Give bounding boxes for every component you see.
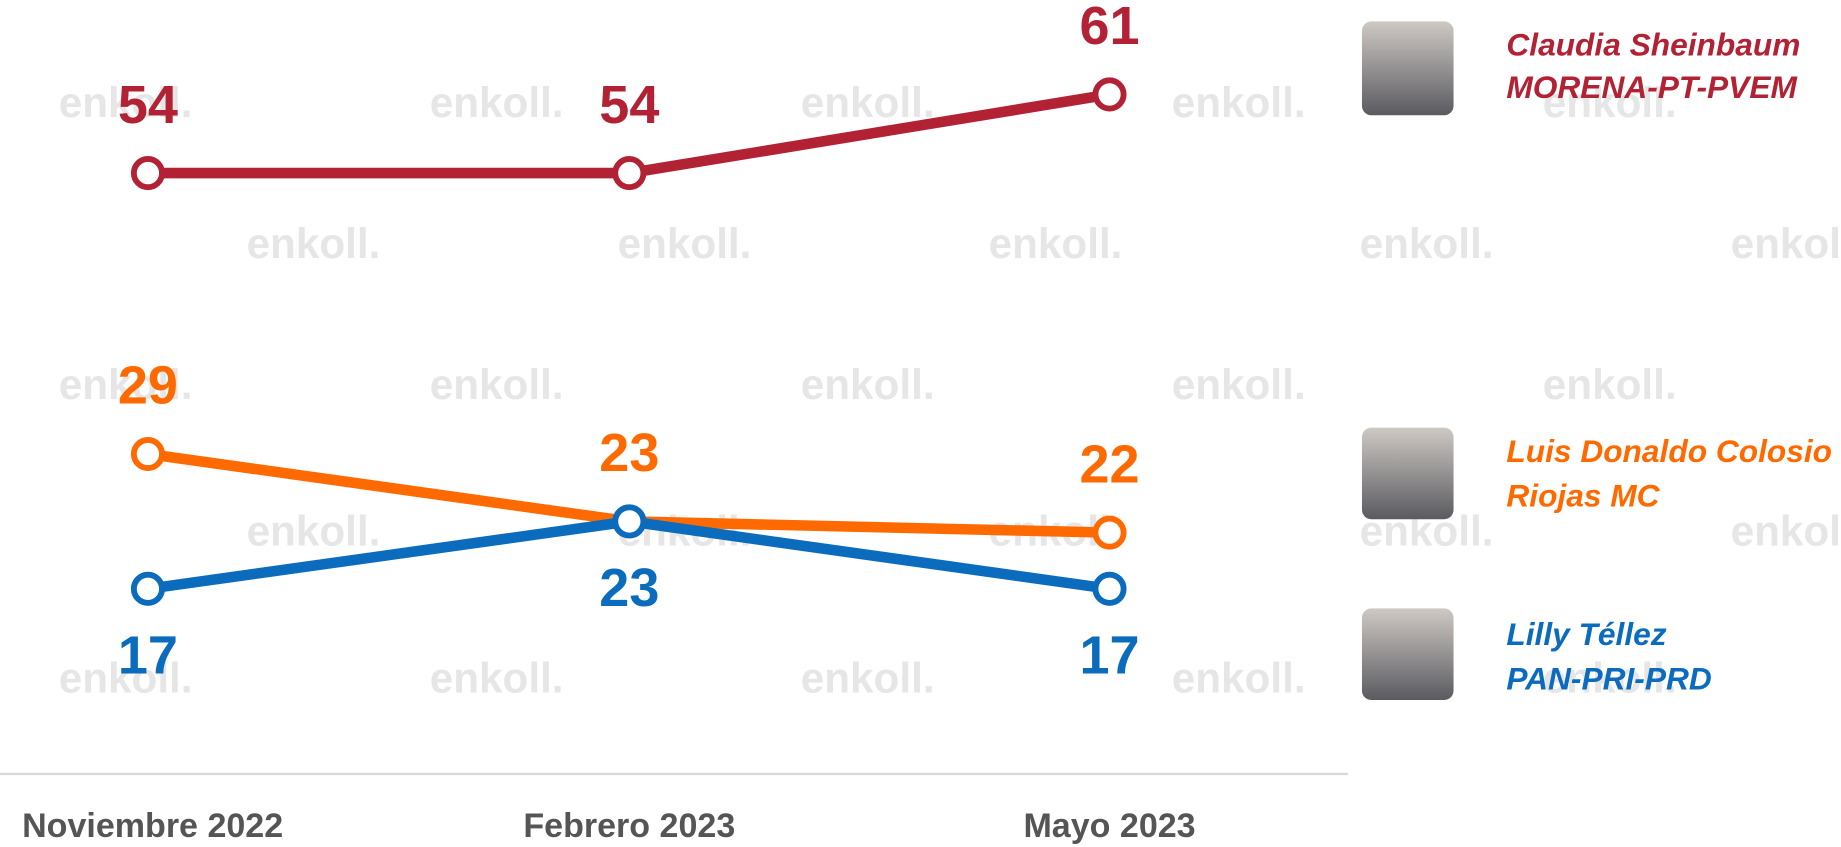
watermark: enkoll. — [989, 220, 1123, 267]
watermark: enkoll. — [247, 508, 381, 555]
data-label: 23 — [599, 558, 659, 618]
legend-label: Luis Donaldo Colosio — [1506, 433, 1832, 469]
point — [612, 156, 647, 191]
watermark: enkoll. — [430, 361, 564, 408]
data-label: 22 — [1079, 434, 1139, 494]
photo — [1361, 427, 1454, 520]
data-label: 17 — [1079, 626, 1139, 686]
x-tick-label: Noviembre 2022 — [22, 807, 283, 845]
watermark: enkoll. — [1172, 79, 1306, 126]
watermark: enkoll. — [1731, 220, 1841, 267]
data-label: 29 — [118, 356, 178, 416]
watermark: enkoll. — [430, 79, 564, 126]
data-label: 54 — [118, 75, 178, 135]
watermark: enkoll. — [1172, 654, 1306, 701]
x-tick-label: Mayo 2023 — [1023, 807, 1195, 845]
photo — [1361, 608, 1454, 701]
point — [130, 436, 165, 472]
x-tick-label: Febrero 2023 — [523, 807, 735, 845]
data-label: 61 — [1079, 0, 1139, 56]
legend-label: Riojas MC — [1506, 477, 1660, 513]
photo — [1361, 21, 1454, 116]
data-label: 17 — [118, 626, 178, 686]
watermark: enkoll. — [1731, 508, 1841, 555]
point — [1092, 515, 1127, 550]
watermark: enkoll. — [801, 654, 935, 701]
watermark: enkoll. — [1543, 361, 1677, 408]
photos — [1361, 21, 1454, 701]
watermarks: enkoll. enkoll. enkoll. enkoll. enkoll. enkol… — [59, 79, 1841, 701]
watermark: enkoll. — [801, 79, 935, 126]
watermark: enkoll. — [801, 361, 935, 408]
point — [130, 571, 165, 606]
watermark: enkoll. — [59, 79, 193, 126]
watermark: enkoll. — [1360, 220, 1494, 267]
watermark: enkoll. — [59, 361, 193, 408]
point — [612, 504, 647, 539]
point — [1092, 77, 1127, 112]
watermark: enkoll. — [1543, 654, 1677, 701]
data-label: 54 — [599, 75, 659, 135]
watermark: enkoll. — [618, 220, 752, 267]
legend-label: Claudia Sheinbaum — [1506, 27, 1800, 63]
watermark: enkoll. — [1543, 79, 1677, 126]
legend-label: MORENA-PT-PVEM — [1506, 69, 1797, 105]
point — [130, 156, 165, 191]
data-label: 23 — [599, 423, 659, 483]
legend-label: PAN-PRI-PRD — [1506, 661, 1711, 697]
watermark: enkoll. — [430, 654, 564, 701]
watermark: enkoll. — [59, 654, 193, 701]
watermark: enkoll. — [1172, 361, 1306, 408]
legend-label: Lilly Téllez — [1506, 616, 1666, 652]
watermark: enkoll. — [247, 220, 381, 267]
point — [1092, 571, 1127, 606]
